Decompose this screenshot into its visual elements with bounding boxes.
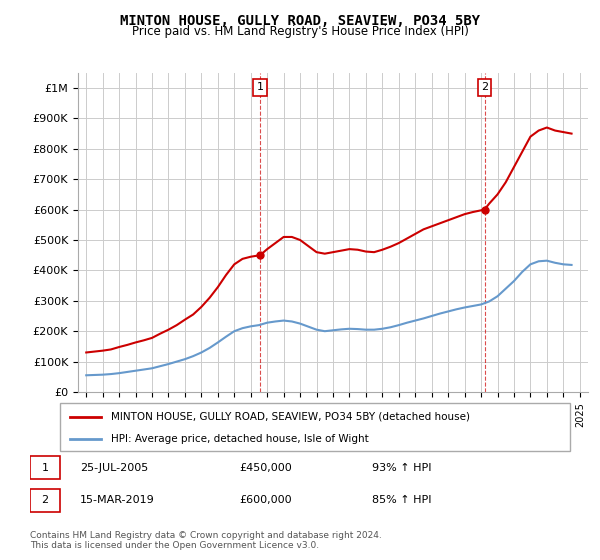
Text: 2: 2 [41, 496, 49, 506]
Text: MINTON HOUSE, GULLY ROAD, SEAVIEW, PO34 5BY: MINTON HOUSE, GULLY ROAD, SEAVIEW, PO34 … [120, 14, 480, 28]
FancyBboxPatch shape [60, 403, 570, 451]
Text: Price paid vs. HM Land Registry's House Price Index (HPI): Price paid vs. HM Land Registry's House … [131, 25, 469, 38]
Text: 2: 2 [481, 82, 488, 92]
FancyBboxPatch shape [30, 456, 61, 479]
Text: 1: 1 [257, 82, 263, 92]
Text: 85% ↑ HPI: 85% ↑ HPI [372, 496, 432, 506]
Text: Contains HM Land Registry data © Crown copyright and database right 2024.
This d: Contains HM Land Registry data © Crown c… [30, 530, 382, 550]
Text: HPI: Average price, detached house, Isle of Wight: HPI: Average price, detached house, Isle… [111, 434, 369, 444]
Text: 93% ↑ HPI: 93% ↑ HPI [372, 463, 432, 473]
Text: £450,000: £450,000 [240, 463, 293, 473]
Text: 1: 1 [41, 463, 49, 473]
Text: 15-MAR-2019: 15-MAR-2019 [80, 496, 154, 506]
Text: 25-JUL-2005: 25-JUL-2005 [80, 463, 148, 473]
FancyBboxPatch shape [30, 489, 61, 512]
Text: MINTON HOUSE, GULLY ROAD, SEAVIEW, PO34 5BY (detached house): MINTON HOUSE, GULLY ROAD, SEAVIEW, PO34 … [111, 412, 470, 422]
Text: £600,000: £600,000 [240, 496, 292, 506]
